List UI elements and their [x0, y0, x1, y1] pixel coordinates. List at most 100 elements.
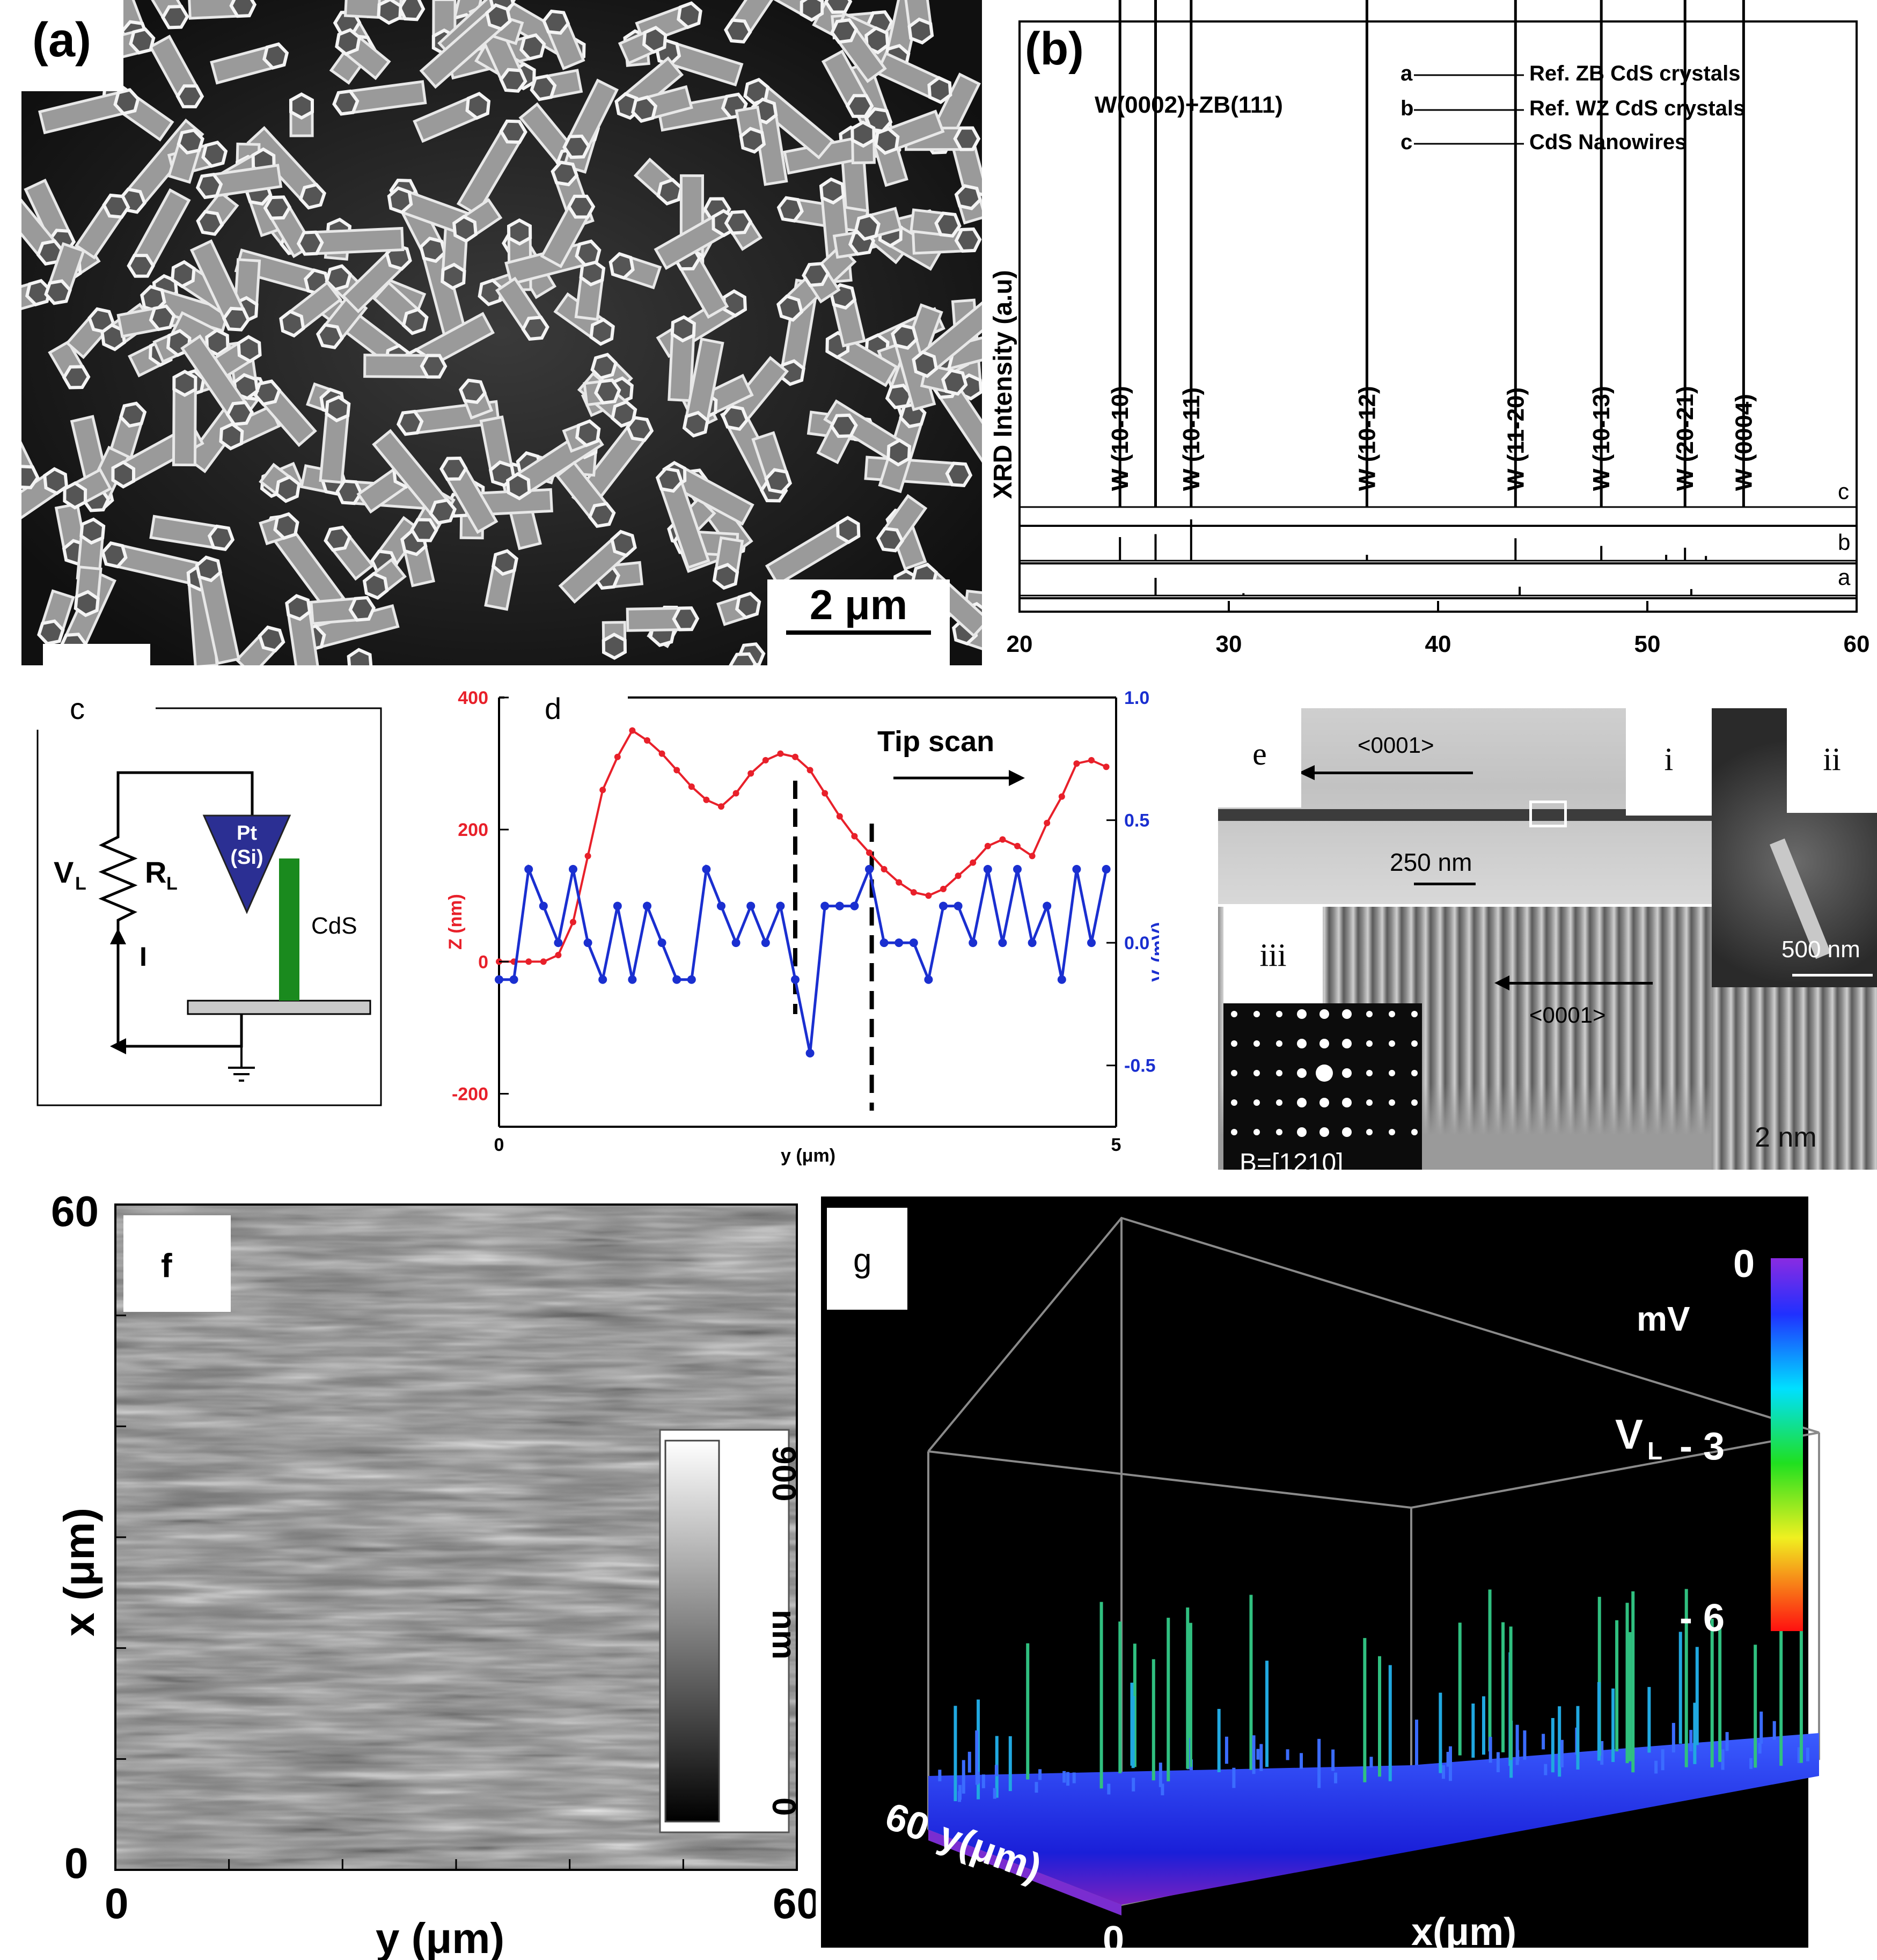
series-point-V_L — [820, 901, 830, 911]
diffraction-spot — [1231, 1099, 1237, 1106]
series-point-V_L — [909, 938, 918, 948]
pd-ylabel-right-unit: (mV) — [1148, 922, 1159, 963]
series-point-V_L — [672, 975, 681, 984]
series-point-V_L — [1102, 865, 1111, 873]
series-point-V_L — [969, 938, 978, 948]
nanowire — [583, 378, 621, 407]
diffraction-spot — [1276, 1011, 1282, 1017]
colorbar-g-title-sub: L — [1647, 1437, 1662, 1465]
diffraction-spot — [1253, 1129, 1260, 1135]
series-point-Z — [822, 790, 828, 797]
series-point-V_L — [998, 938, 1007, 948]
f-tick-y-0: 0 — [64, 1839, 89, 1887]
diffraction-spot — [1253, 1011, 1260, 1017]
nanowire — [419, 3, 512, 89]
nanowire — [724, 210, 763, 251]
current-arrow-icon — [110, 928, 126, 944]
diffraction-spot — [1411, 1040, 1418, 1047]
series-point-V_L — [776, 901, 785, 911]
nanowire — [541, 9, 585, 70]
series-point-V_L — [1028, 938, 1037, 948]
vl-label: V — [54, 855, 74, 889]
direction-arrow-iii — [1508, 982, 1653, 985]
pd-x-tick-label: 0 — [494, 1135, 504, 1155]
pd-left-tick-label: -200 — [452, 1084, 488, 1104]
diffraction-spot — [1342, 1009, 1352, 1019]
current-label: I — [140, 942, 147, 972]
series-point-Z — [1014, 842, 1021, 849]
panel-g-label: g — [853, 1242, 871, 1279]
series-point-Z — [747, 770, 754, 777]
series-point-V_L — [613, 901, 622, 911]
panel-label-blank-a — [43, 644, 150, 681]
series-point-Z — [614, 753, 621, 760]
diffraction-spot — [1342, 1127, 1352, 1137]
series-point-V_L — [524, 865, 533, 873]
nanowire — [456, 119, 527, 217]
nanowire — [38, 88, 140, 135]
f-tick-x-60: 60 — [773, 1880, 816, 1927]
label-ii: ii — [1787, 708, 1877, 813]
nanowire — [362, 557, 407, 600]
nanowire — [259, 512, 299, 546]
peak-annotation: W (10-13) — [1588, 386, 1615, 491]
pd-right-tick-label: 1.0 — [1124, 688, 1149, 708]
series-point-V_L — [554, 938, 563, 948]
pd-xlabel: y (μm) — [781, 1146, 835, 1166]
nanowire — [400, 529, 435, 588]
diffraction-spot — [1231, 1070, 1237, 1076]
panel-g-3d-voltage: g 0 mV V L - 3 - 6 60 y(μm) 0 x(μm) 60 — [821, 1196, 1877, 1960]
panel-d-label-box — [504, 687, 628, 746]
direction-iii: <0001> — [1529, 1002, 1606, 1027]
nanowire — [954, 184, 982, 225]
series-point-Z — [584, 853, 591, 860]
nanowire — [495, 276, 549, 341]
nanowire — [558, 530, 637, 604]
xrd-tick-label: 20 — [1007, 631, 1033, 657]
nanowire — [213, 335, 262, 378]
panel-a-label: (a) — [21, 0, 123, 91]
series-point-Z — [1058, 793, 1065, 800]
sem-nanowire-texture — [21, 0, 982, 665]
diffraction-spot — [1366, 1011, 1373, 1017]
direction-e: <0001> — [1358, 732, 1434, 758]
voltage-surface — [928, 1733, 1819, 1905]
diffraction-spot — [1411, 1129, 1418, 1135]
pd-left-tick-label: 400 — [458, 688, 488, 708]
pd-ylabel-right-main: V — [1148, 970, 1159, 982]
pd-left-tick-label: 0 — [478, 952, 488, 972]
scale-bar-a-line — [786, 630, 931, 635]
tip-label-si: (Si) — [230, 846, 263, 869]
nanowire — [319, 395, 351, 484]
colorbar-f — [664, 1440, 720, 1823]
peak-annotation: W (10-10) — [1107, 386, 1133, 491]
series-point-V_L — [746, 901, 756, 911]
peak-annotation: W (10-12) — [1354, 386, 1380, 491]
nanowire — [458, 378, 494, 420]
diffraction-spot — [1231, 1129, 1237, 1135]
diffraction-spot — [1231, 1011, 1237, 1017]
diffraction-spot — [1389, 1099, 1395, 1106]
nanowire — [259, 463, 301, 503]
nanowire — [724, 0, 786, 44]
series-point-Z — [540, 958, 547, 965]
nanowire — [210, 42, 289, 85]
nanowire — [716, 591, 761, 626]
voltage-3d-plot: g 0 mV V L - 3 - 6 60 y(μm) 0 x(μm) 60 — [821, 1196, 1851, 1960]
series-point-Z — [1044, 819, 1051, 826]
nanowire — [821, 49, 874, 118]
arrow-left-icon-iii — [1494, 975, 1509, 990]
nanowire — [140, 284, 231, 333]
xrd-traces — [1020, 0, 1857, 599]
nanowire — [377, 0, 405, 25]
nanowire — [118, 0, 189, 30]
nanowire — [721, 356, 789, 431]
nanowire — [439, 456, 498, 534]
legend-a-text: Ref. ZB CdS crystals — [1529, 62, 1740, 85]
nanowire — [419, 236, 469, 346]
xrd-legend: a Ref. ZB CdS crystals b Ref. WZ CdS cry… — [1401, 62, 1745, 154]
line-profile-plot: d 400 200 0 -200 1.0 0.5 0.0 -0.5 0 5 Tip scan y … — [445, 687, 1159, 1166]
diffraction-spot — [1411, 1011, 1418, 1017]
tip-scan-label: Tip scan — [877, 725, 994, 758]
diffraction-spot — [1389, 1011, 1395, 1017]
